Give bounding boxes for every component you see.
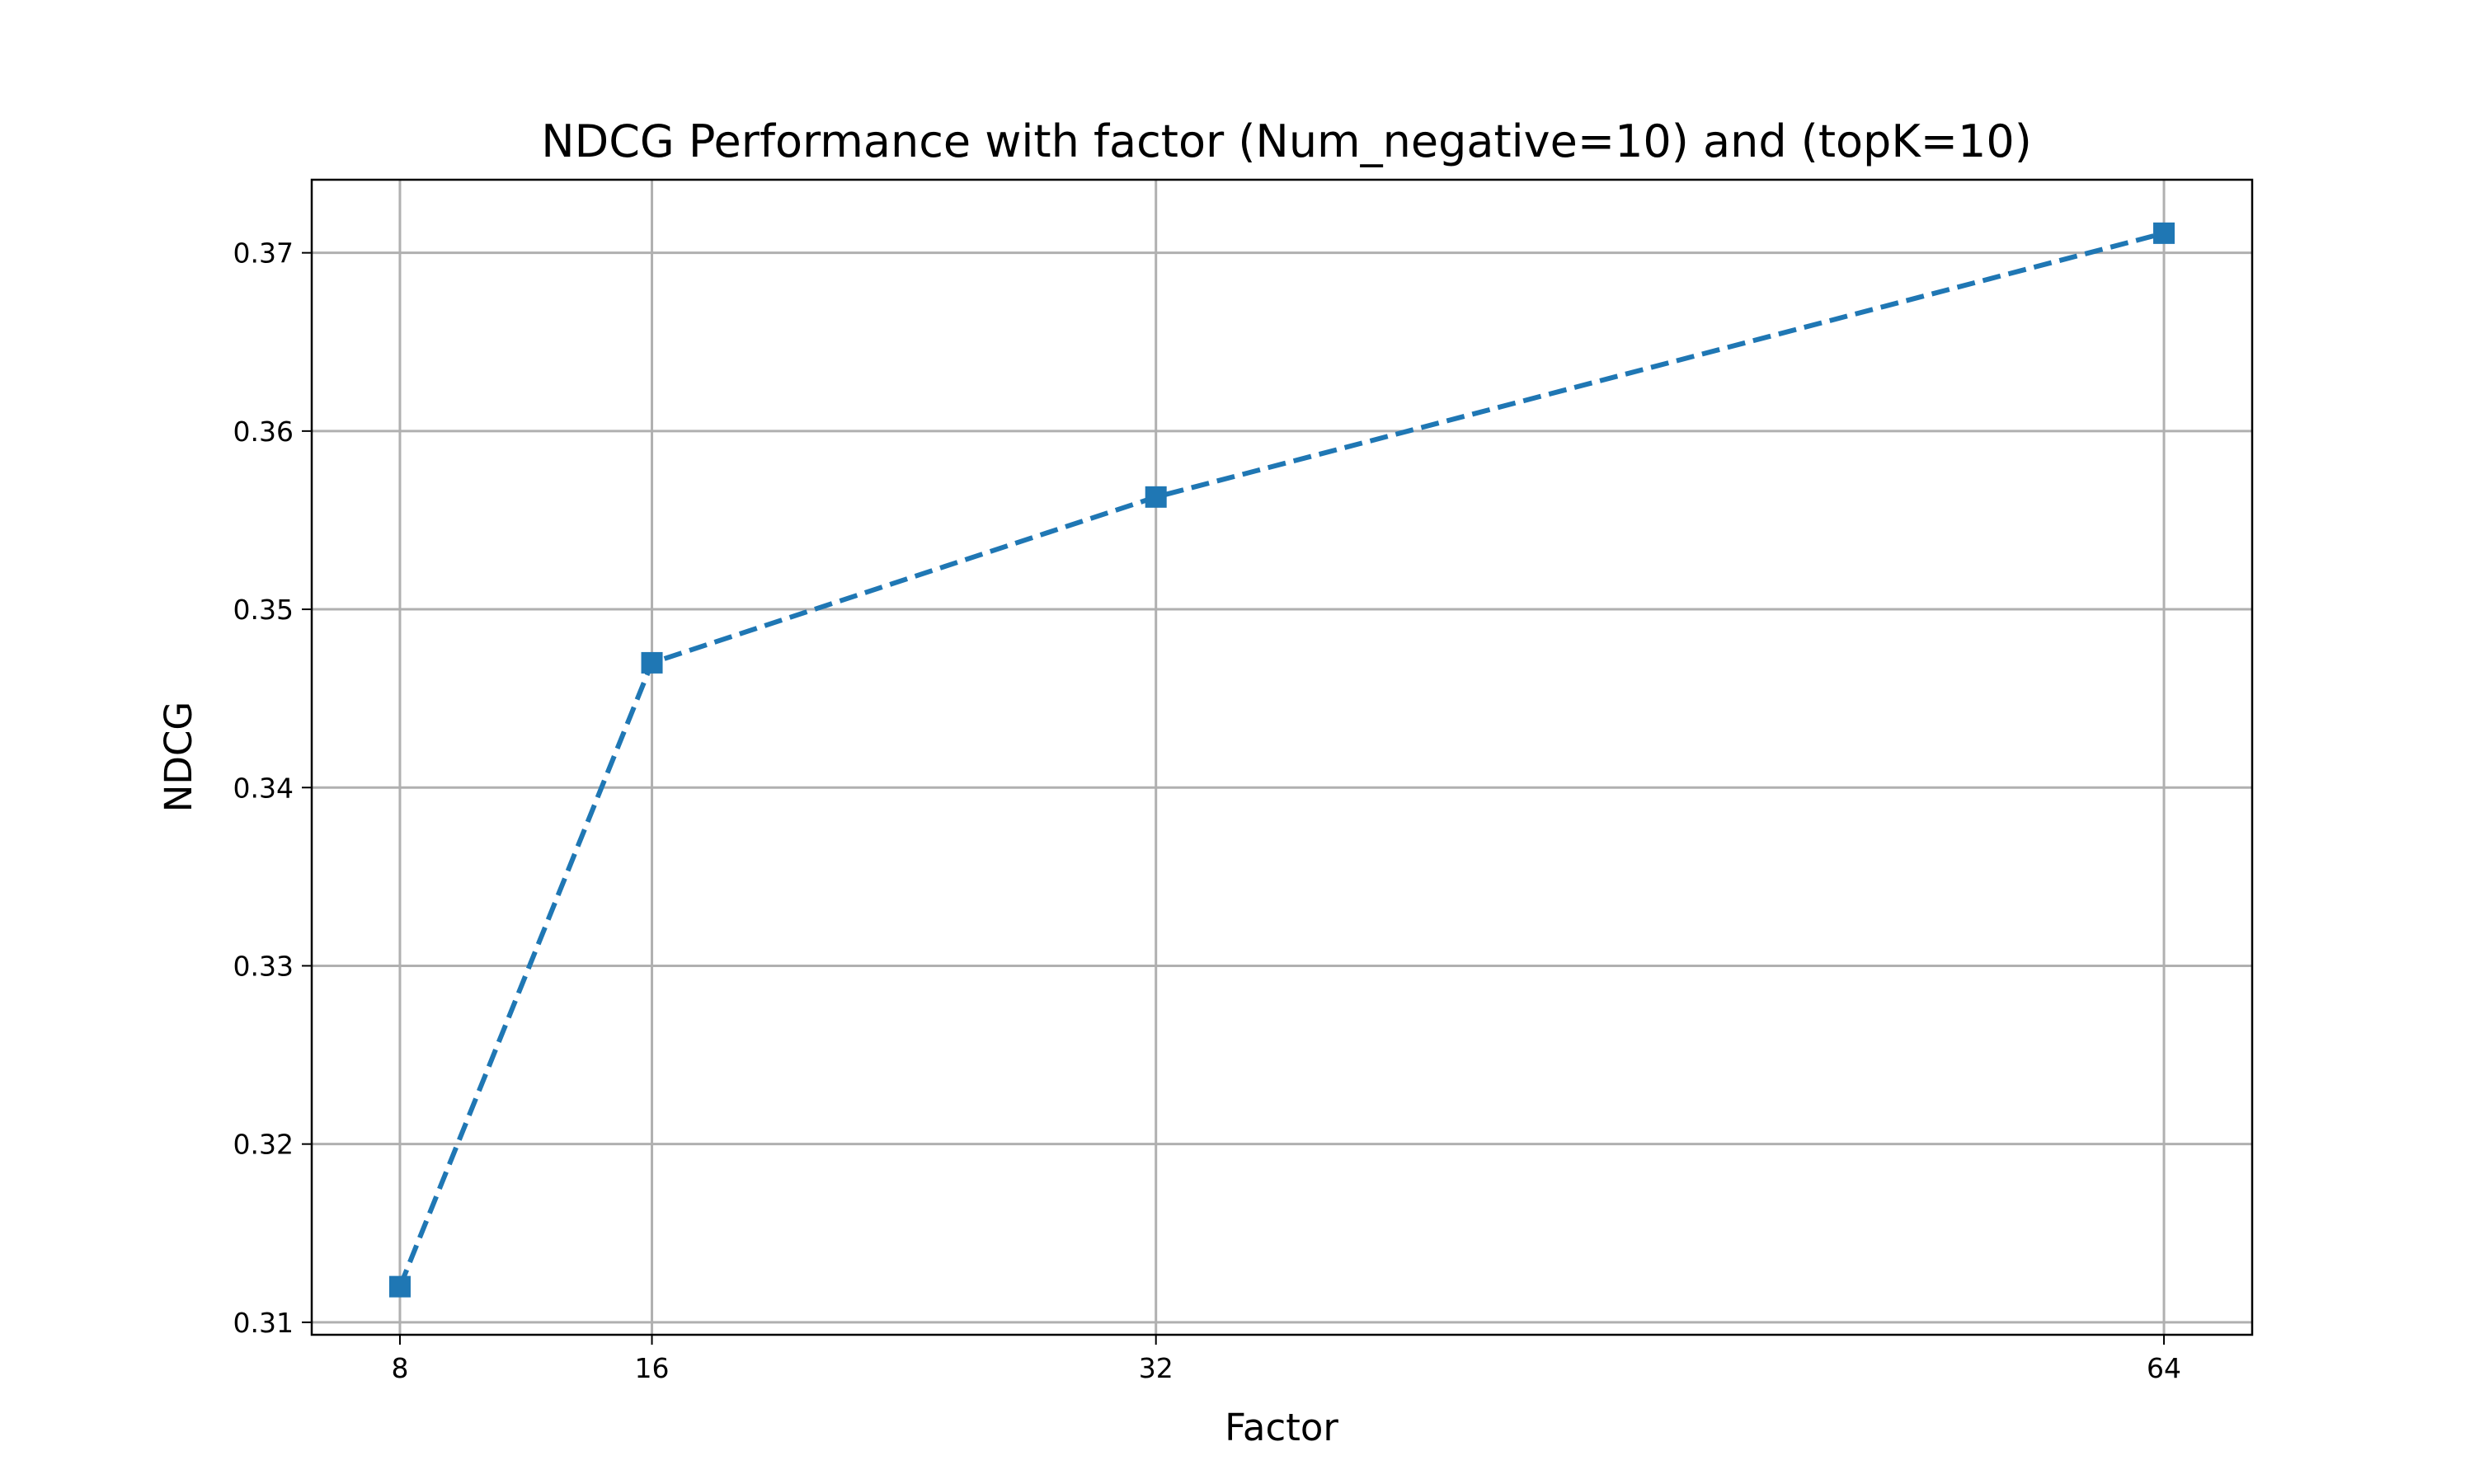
x-grid (398, 180, 2166, 1335)
data-point-32 (1145, 486, 1167, 508)
y-axis-label: NDCG (157, 702, 200, 813)
y-axis-ticks: 0.31 0.32 0.33 0.34 0.35 0.36 0.37 (233, 237, 312, 1339)
data-point-64 (2153, 222, 2175, 244)
data-point-16 (641, 651, 663, 674)
plot-frame (310, 178, 2254, 1336)
chart-title: NDCG Performance with factor (Num_negati… (541, 115, 2032, 167)
x-axis-label: Factor (1225, 1406, 1338, 1449)
x-tick-label: 64 (2147, 1352, 2181, 1384)
data-point-8 (388, 1275, 411, 1298)
x-axis-ticks: 8 16 32 64 (391, 1335, 2181, 1384)
y-tick-label: 0.31 (233, 1307, 294, 1339)
y-tick-label: 0.34 (233, 772, 294, 804)
x-tick-label: 8 (391, 1352, 408, 1384)
y-tick-label: 0.33 (233, 950, 294, 982)
y-tick-label: 0.36 (233, 416, 294, 448)
y-tick-label: 0.37 (233, 237, 294, 270)
y-grid (312, 251, 2252, 1324)
x-tick-label: 16 (635, 1352, 670, 1384)
series-line (397, 230, 2165, 1288)
y-tick-label: 0.35 (233, 594, 294, 626)
series-layer (388, 222, 2175, 1298)
y-tick-label: 0.32 (233, 1129, 294, 1161)
x-tick-label: 32 (1139, 1352, 1174, 1384)
